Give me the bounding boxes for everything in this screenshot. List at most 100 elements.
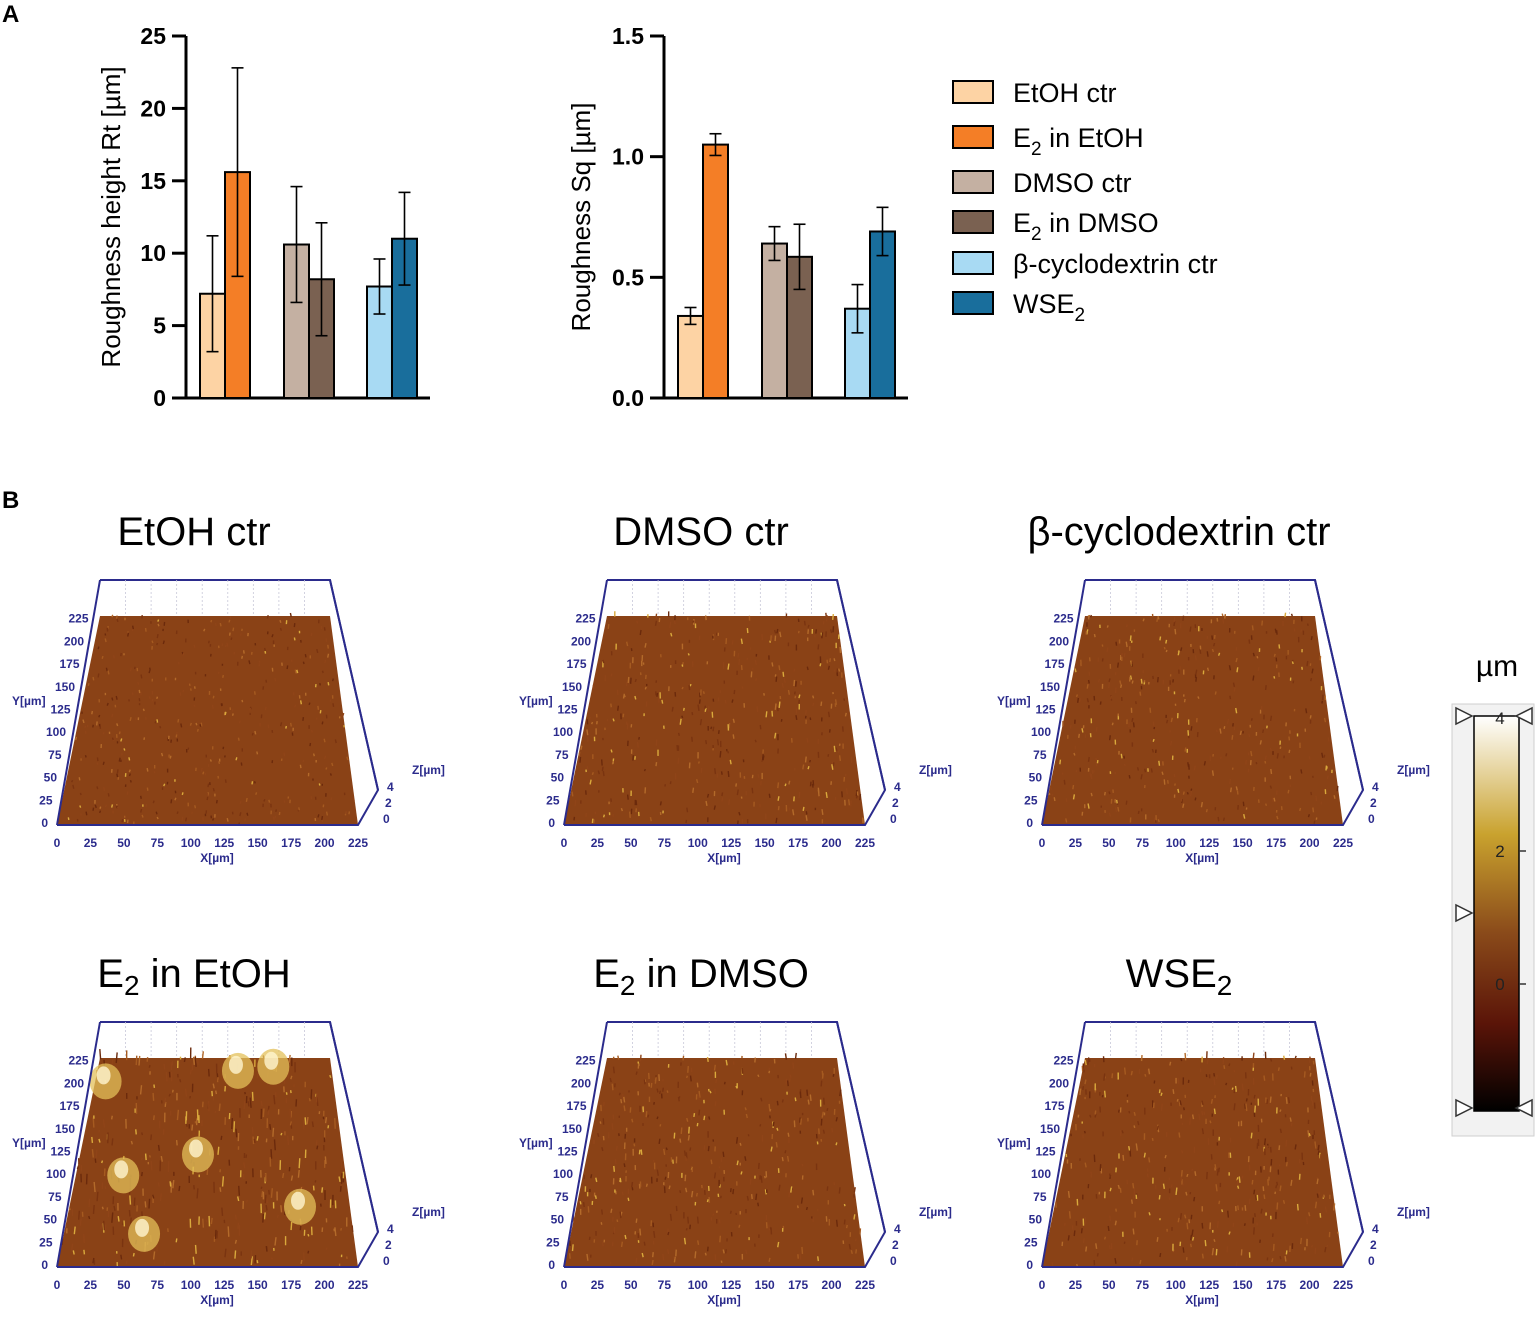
surface-spike	[1125, 800, 1128, 805]
surface-spike	[1201, 1110, 1204, 1116]
surface-plots: 0 25 50 75 100 125 150 175 200 225X[µm]0255075100…	[12, 510, 1430, 1307]
surface-spike	[342, 712, 345, 717]
surface-spike	[1179, 1100, 1182, 1106]
surface-spike	[756, 706, 759, 713]
surface-spike	[612, 1066, 615, 1074]
surface-spike	[1233, 1103, 1236, 1111]
surface-spike	[1084, 1079, 1087, 1085]
surface-spike	[1287, 1097, 1291, 1104]
surface-spike	[233, 1121, 236, 1133]
surface-spike	[97, 646, 100, 650]
surface-spike	[121, 819, 124, 823]
surface-spike	[146, 1057, 149, 1062]
surface-spike	[735, 1085, 738, 1089]
surface-spike	[289, 1121, 293, 1126]
surface-spike	[847, 799, 851, 806]
surface-spike	[749, 1178, 752, 1185]
surface-spike	[623, 1105, 626, 1112]
surface-spike	[759, 1123, 762, 1127]
y-tick-label: 175	[59, 1099, 79, 1113]
surface-spike	[781, 1099, 784, 1103]
surface-spike	[668, 621, 672, 628]
surface-spike	[310, 795, 313, 800]
surface-spike	[181, 816, 184, 821]
surface-spike	[775, 676, 778, 682]
surface-spike	[1095, 1243, 1098, 1249]
surface-spike	[1234, 1085, 1237, 1092]
surface-spike	[1087, 679, 1090, 684]
surface-spike	[1189, 790, 1193, 797]
surface-spike	[155, 811, 158, 815]
y-axis-label: Y[µm]	[997, 694, 1031, 708]
surface-spike	[685, 1152, 688, 1159]
z-tick-label: 2	[892, 796, 899, 810]
surface-spike	[719, 751, 722, 758]
surface-spike	[1197, 696, 1200, 699]
surface-spike	[1300, 629, 1303, 633]
surface-spike	[1135, 1143, 1138, 1151]
surface-spike	[731, 699, 734, 703]
z-tick-label: 4	[1372, 1222, 1379, 1236]
x-tick-label: 0	[561, 836, 568, 850]
surface-spike	[212, 695, 215, 699]
surface-spike	[105, 667, 108, 672]
surface-spike	[338, 1176, 341, 1182]
surface-peak-highlight	[264, 1051, 279, 1070]
surface-spike	[617, 705, 620, 711]
surface-spike	[1233, 1069, 1236, 1073]
surface-spike	[224, 1248, 227, 1258]
surface-spike	[272, 1127, 275, 1137]
surface-spike	[706, 793, 710, 798]
surface-spike	[1139, 1259, 1142, 1265]
surface-spike	[684, 1187, 688, 1193]
surface-spike	[801, 1246, 804, 1254]
surface-spike	[1089, 772, 1092, 778]
surface-spike	[1251, 625, 1254, 631]
surface-spike	[1193, 1196, 1196, 1202]
surface-spike	[845, 788, 849, 795]
x-tick-label: 100	[688, 1278, 708, 1292]
surface-spike	[244, 818, 247, 822]
y-tick-label: 75	[555, 748, 569, 762]
surface-spike	[1222, 1057, 1225, 1065]
surface-spike	[631, 1181, 634, 1188]
surface-spike	[157, 1144, 160, 1151]
surface-spike	[156, 719, 159, 723]
surface-spike	[821, 1073, 824, 1079]
surface-spike	[777, 782, 780, 789]
text-after: in EtOH	[140, 952, 291, 996]
surface-spike	[274, 1237, 277, 1246]
surface-spike	[664, 1176, 667, 1180]
surface-spike	[169, 755, 172, 759]
surface-spike	[118, 731, 121, 735]
surface-spike	[781, 682, 784, 688]
surface-spike	[757, 773, 760, 778]
surface-spike	[1073, 1230, 1076, 1237]
surface-spike	[1284, 612, 1287, 618]
surface-spike	[1114, 807, 1118, 813]
surface-spike	[776, 1100, 779, 1106]
surface-spike	[317, 814, 320, 818]
surface-spike	[673, 620, 676, 625]
text-subscript: 2	[1075, 305, 1086, 326]
surface-spike	[1136, 767, 1140, 771]
surface-spike	[92, 1117, 95, 1128]
x-tick-label: 25	[591, 836, 605, 850]
surface-spike	[163, 1063, 166, 1070]
surface-spike	[139, 1085, 143, 1095]
surface-spike	[1309, 1072, 1312, 1077]
surface-spike	[151, 640, 154, 644]
surface-spike	[656, 692, 659, 697]
surface-spike	[289, 612, 292, 617]
surface-spike	[738, 1224, 741, 1228]
surface-spike	[193, 1132, 196, 1135]
surface-spike	[1243, 813, 1246, 819]
surface-spike	[787, 1132, 790, 1137]
surface-spike	[1228, 1063, 1231, 1067]
surface-spike	[1156, 617, 1159, 622]
colorbar-unit: µm	[1476, 650, 1518, 683]
surface-spike	[639, 629, 642, 636]
surface-spike	[274, 678, 277, 682]
text-subscript: 2	[1031, 224, 1042, 245]
surface-spike	[142, 708, 145, 712]
